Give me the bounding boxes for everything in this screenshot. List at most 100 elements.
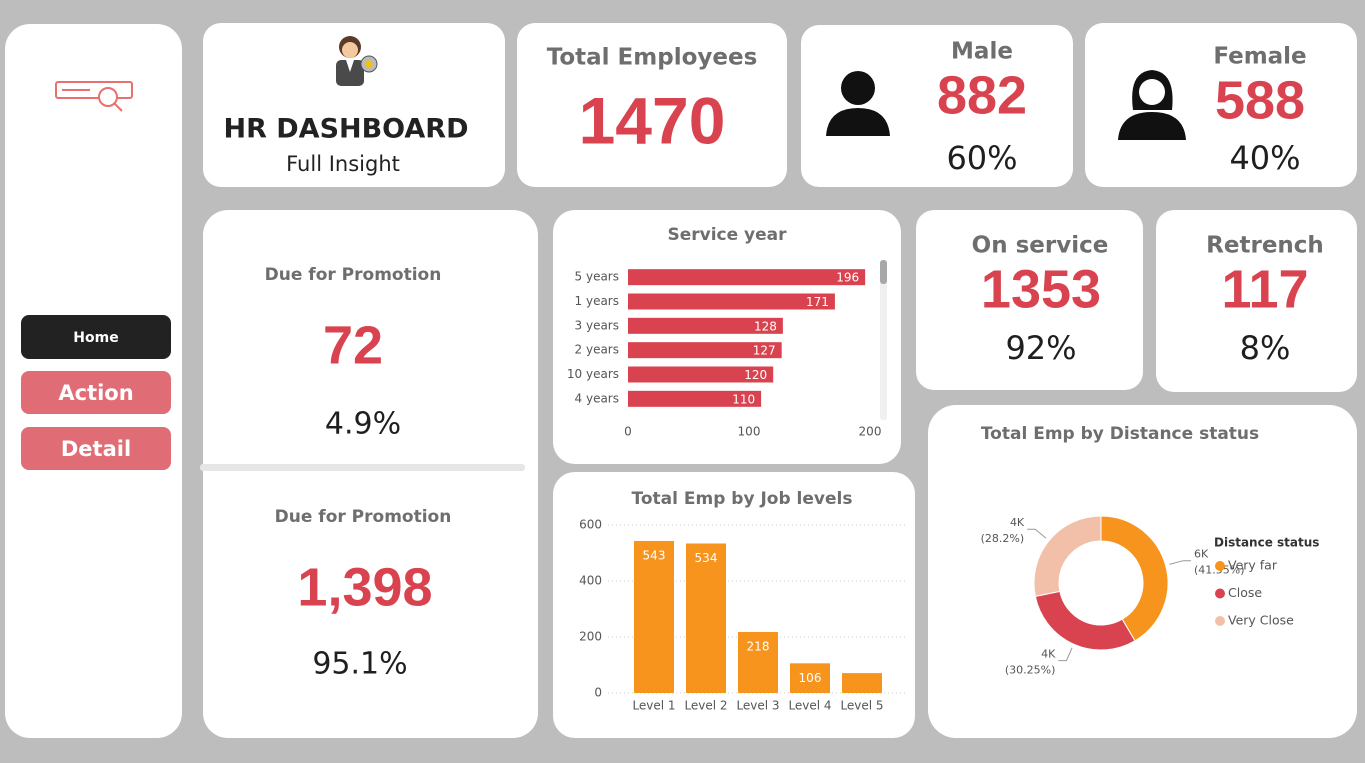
- legend-label: Very Close: [1228, 613, 1294, 628]
- bar: [628, 293, 835, 310]
- y-tick-label: 10 years: [567, 367, 619, 381]
- data-label: 534: [695, 551, 718, 565]
- data-label: 196: [836, 271, 859, 285]
- dashboard-subtitle: Full Insight: [286, 152, 400, 176]
- x-tick-label: Level 2: [684, 699, 727, 713]
- kpi-percent: 4.9%: [325, 407, 401, 442]
- x-tick-label: Level 1: [632, 699, 675, 713]
- y-tick-label: 3 years: [575, 318, 619, 332]
- service-year-card: [553, 210, 901, 464]
- y-tick-label: 2 years: [575, 343, 619, 357]
- y-tick-label: 1 years: [575, 294, 619, 308]
- bar: [738, 631, 778, 693]
- kpi-value: 1470: [579, 83, 726, 157]
- data-label: 127: [753, 344, 776, 358]
- data-label: 543: [643, 548, 666, 562]
- y-tick-label: 0: [594, 686, 602, 700]
- x-tick-label: Level 5: [840, 699, 883, 713]
- female-card: [1085, 23, 1357, 187]
- kpi-percent: 60%: [946, 139, 1017, 177]
- y-tick-label: 200: [579, 630, 602, 644]
- logo-icon: [55, 81, 133, 112]
- data-label: 6K: [1194, 548, 1209, 561]
- bar: [628, 317, 783, 334]
- dashboard-title: HR DASHBOARD: [223, 114, 468, 145]
- hr-icon: [336, 36, 378, 86]
- action-button[interactable]: [21, 371, 171, 414]
- data-label: 106: [799, 671, 822, 685]
- detail-button[interactable]: [21, 427, 171, 470]
- kpi-label: Total Employees: [547, 45, 758, 71]
- y-tick-label: 400: [579, 574, 602, 588]
- bar: [628, 390, 762, 407]
- kpi-label: Retrench: [1206, 233, 1324, 259]
- x-tick-label: 100: [738, 425, 761, 439]
- home-button[interactable]: [21, 315, 171, 359]
- kpi-value: 882: [937, 65, 1027, 125]
- kpi-percent: 8%: [1240, 329, 1291, 367]
- data-label: 120: [744, 368, 767, 382]
- kpi-value: 117: [1221, 259, 1308, 319]
- detail-label[interactable]: Detail: [61, 437, 131, 461]
- chart-title: Service year: [667, 225, 787, 245]
- male-icon: [826, 71, 890, 136]
- total-card: [517, 23, 787, 187]
- bar: [790, 663, 830, 693]
- kpi-value: 1,398: [297, 557, 432, 617]
- female-icon: [1118, 70, 1186, 140]
- kpi-label: Due for Promotion: [275, 507, 452, 527]
- data-label: 171: [806, 295, 829, 309]
- kpi-label: Male: [951, 39, 1013, 65]
- x-tick-label: 200: [859, 425, 882, 439]
- data-label: 128: [754, 319, 777, 333]
- y-tick-label: 600: [579, 518, 602, 532]
- data-label: 218: [747, 639, 770, 653]
- bar: [628, 269, 866, 286]
- kpi-value: 1353: [981, 259, 1101, 319]
- bar: [634, 540, 674, 693]
- x-tick-label: Level 3: [736, 699, 779, 713]
- kpi-percent: 95.1%: [312, 647, 407, 682]
- chart-title: Total Emp by Job levels: [632, 489, 853, 509]
- legend-title: Distance status: [1214, 536, 1319, 550]
- data-label: (30.25%): [1005, 664, 1056, 677]
- leader-line: [1169, 560, 1192, 565]
- chart-title: Total Emp by Distance status: [981, 424, 1259, 444]
- kpi-percent: 92%: [1005, 329, 1076, 367]
- legend-swatch: [1215, 561, 1225, 571]
- x-tick-label: 0: [624, 425, 632, 439]
- male-card: [801, 25, 1073, 187]
- leader-line: [1027, 528, 1047, 539]
- retrench-card: [1156, 210, 1357, 392]
- donut-slice: [1033, 515, 1102, 597]
- legend-swatch: [1215, 588, 1225, 599]
- kpi-label: On service: [972, 233, 1109, 259]
- on-service-card: [916, 210, 1143, 390]
- y-tick-label: 4 years: [575, 391, 619, 405]
- action-label[interactable]: Action: [58, 381, 133, 405]
- donut-slice: [1100, 515, 1169, 642]
- data-label: 4K: [1010, 516, 1025, 529]
- divider: [200, 464, 525, 471]
- leader-line: [1058, 647, 1073, 662]
- bar: [628, 366, 774, 383]
- data-label: (28.2%): [981, 532, 1025, 545]
- y-tick-label: 5 years: [575, 270, 619, 284]
- kpi-percent: 40%: [1229, 139, 1300, 177]
- data-label: 4K: [1041, 648, 1056, 661]
- home-label[interactable]: Home: [73, 330, 118, 346]
- scrollbar-track[interactable]: [880, 260, 887, 420]
- header-card: [203, 23, 505, 187]
- bar: [842, 673, 882, 693]
- bar: [686, 543, 726, 693]
- legend-swatch: [1215, 616, 1225, 626]
- legend-label: Close: [1228, 585, 1262, 600]
- x-tick-label: Level 4: [788, 699, 831, 713]
- scrollbar-thumb[interactable]: [880, 260, 887, 284]
- data-label: 110: [732, 392, 755, 406]
- bar: [628, 342, 782, 359]
- kpi-label: Due for Promotion: [265, 265, 442, 285]
- kpi-value: 588: [1215, 70, 1305, 130]
- promotion-card: [203, 210, 538, 738]
